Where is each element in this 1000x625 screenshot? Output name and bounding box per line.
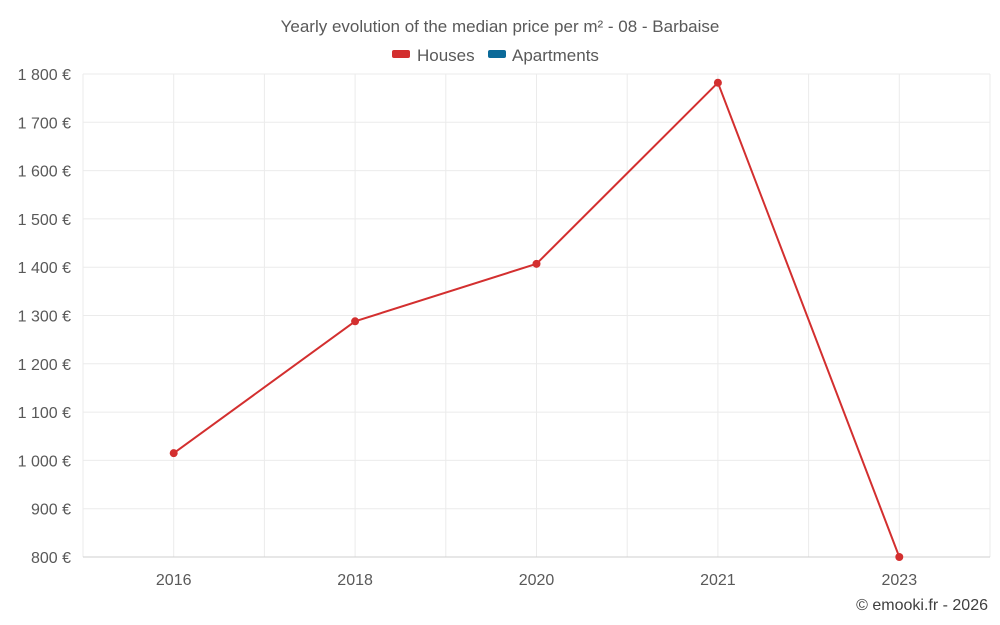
y-tick-label: 1 800 € [18, 67, 71, 84]
x-gridlines [82, 74, 991, 557]
data-point-houses[interactable] [713, 78, 722, 87]
y-tick-label: 1 000 € [18, 453, 71, 470]
x-tick-labels: 2016 2018 2020 2021 2023 [156, 572, 917, 589]
y-tick-label: 900 € [31, 502, 71, 519]
y-tick-label: 1 300 € [18, 309, 71, 326]
x-tick-label: 2016 [156, 572, 192, 589]
y-tick-label: 1 200 € [18, 357, 71, 374]
y-tick-label: 800 € [31, 550, 71, 567]
x-tick-label: 2023 [882, 572, 918, 589]
legend-swatch-apartments [488, 50, 506, 58]
data-point-houses[interactable] [895, 553, 904, 561]
data-point-houses[interactable] [532, 259, 541, 268]
data-point-houses[interactable] [169, 449, 178, 458]
data-point-houses[interactable] [351, 317, 360, 326]
legend-label-apartments: Apartments [512, 46, 599, 65]
legend: Houses Apartments [392, 46, 599, 65]
legend-item-apartments[interactable]: Apartments [488, 46, 599, 65]
legend-swatch-houses [392, 50, 410, 58]
x-tick-label: 2018 [337, 572, 373, 589]
series-layer [169, 78, 904, 561]
x-tick-label: 2020 [519, 572, 555, 589]
y-tick-label: 1 400 € [18, 260, 71, 277]
y-tick-label: 1 100 € [18, 405, 71, 422]
y-tick-labels: 800 € 900 € 1 000 € 1 100 € 1 200 € 1 300 € 1 … [18, 67, 71, 567]
y-tick-label: 1 600 € [18, 164, 71, 181]
x-tick-label: 2021 [700, 572, 736, 589]
legend-label-houses: Houses [417, 46, 475, 65]
legend-item-houses[interactable]: Houses [392, 46, 475, 65]
y-tick-label: 1 700 € [18, 115, 71, 132]
copyright-credit: © emooki.fr - 2026 [856, 597, 988, 614]
y-tick-label: 1 500 € [18, 212, 71, 229]
chart-title: Yearly evolution of the median price per… [281, 17, 720, 36]
